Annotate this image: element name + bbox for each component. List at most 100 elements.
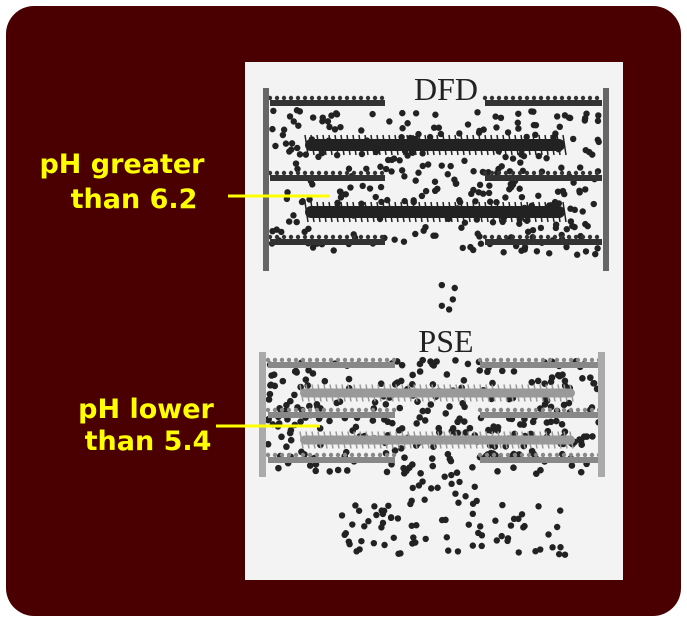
bead [380, 235, 384, 239]
bead [534, 408, 538, 412]
dot [580, 208, 586, 214]
bead [583, 408, 587, 412]
dot [549, 374, 556, 381]
bead [532, 96, 536, 100]
dot [432, 179, 438, 185]
label-line: than 5.4 [85, 426, 212, 457]
dot [538, 225, 544, 231]
dot [378, 524, 384, 530]
bead [282, 171, 286, 175]
bead [513, 408, 517, 412]
bead [490, 96, 494, 100]
bead [282, 235, 286, 239]
bead [546, 235, 550, 239]
bead [525, 96, 529, 100]
bead [576, 453, 580, 457]
dot [378, 507, 384, 513]
dot [570, 136, 576, 142]
dot [445, 547, 451, 553]
bead [583, 453, 587, 457]
dot [419, 150, 425, 156]
dot [519, 194, 525, 200]
bead [357, 408, 361, 412]
bead [289, 96, 293, 100]
dot [353, 548, 359, 554]
dot [567, 206, 573, 212]
dot [528, 108, 534, 114]
dot [578, 438, 585, 445]
dot [269, 126, 275, 132]
dot [592, 251, 598, 257]
dot [367, 185, 373, 191]
dot [504, 538, 510, 544]
dot [476, 367, 483, 374]
dot [569, 462, 576, 469]
dot [595, 112, 601, 118]
dot [557, 507, 563, 513]
z-line [263, 88, 269, 271]
bead [555, 358, 559, 362]
bead [352, 96, 356, 100]
dot [461, 377, 468, 384]
dot [312, 468, 319, 475]
dot [516, 221, 522, 227]
dot [582, 117, 588, 123]
bead [520, 408, 524, 412]
dot [448, 472, 454, 478]
bead [324, 235, 328, 239]
bead [518, 96, 522, 100]
bead [385, 453, 389, 457]
bead [371, 408, 375, 412]
bead [392, 408, 396, 412]
dot [391, 236, 397, 242]
bead [366, 235, 370, 239]
bead [322, 408, 326, 412]
bead [518, 171, 522, 175]
dot [413, 420, 420, 427]
bead [352, 235, 356, 239]
thin-filament [270, 100, 385, 106]
z-line [598, 352, 605, 477]
dot [499, 533, 505, 539]
dot [589, 433, 596, 440]
dot [401, 454, 408, 461]
bead [357, 453, 361, 457]
dot [468, 191, 474, 197]
bead [329, 358, 333, 362]
dot [420, 228, 426, 234]
bead [504, 96, 508, 100]
thin-filament [480, 457, 600, 463]
dot [454, 419, 461, 426]
bead [324, 96, 328, 100]
dot [396, 157, 402, 163]
dot [587, 374, 594, 381]
bead [385, 358, 389, 362]
bead [506, 358, 510, 362]
dot [415, 170, 421, 176]
dot [519, 511, 525, 517]
bead [485, 453, 489, 457]
bead [273, 358, 277, 362]
bead [378, 408, 382, 412]
bead [518, 235, 522, 239]
dot [371, 540, 377, 546]
bead [289, 171, 293, 175]
dot [409, 461, 416, 468]
bead [492, 453, 496, 457]
dot [510, 181, 516, 187]
bead [315, 453, 319, 457]
bead [294, 408, 298, 412]
dot [288, 437, 295, 444]
bead [289, 235, 293, 239]
bead [350, 358, 354, 362]
dot [283, 402, 290, 409]
dot [456, 479, 462, 485]
bead [336, 408, 340, 412]
bead [546, 96, 550, 100]
bead [560, 96, 564, 100]
bead [581, 96, 585, 100]
dot [325, 118, 331, 124]
dot [346, 376, 353, 383]
bead [310, 235, 314, 239]
bead [373, 171, 377, 175]
